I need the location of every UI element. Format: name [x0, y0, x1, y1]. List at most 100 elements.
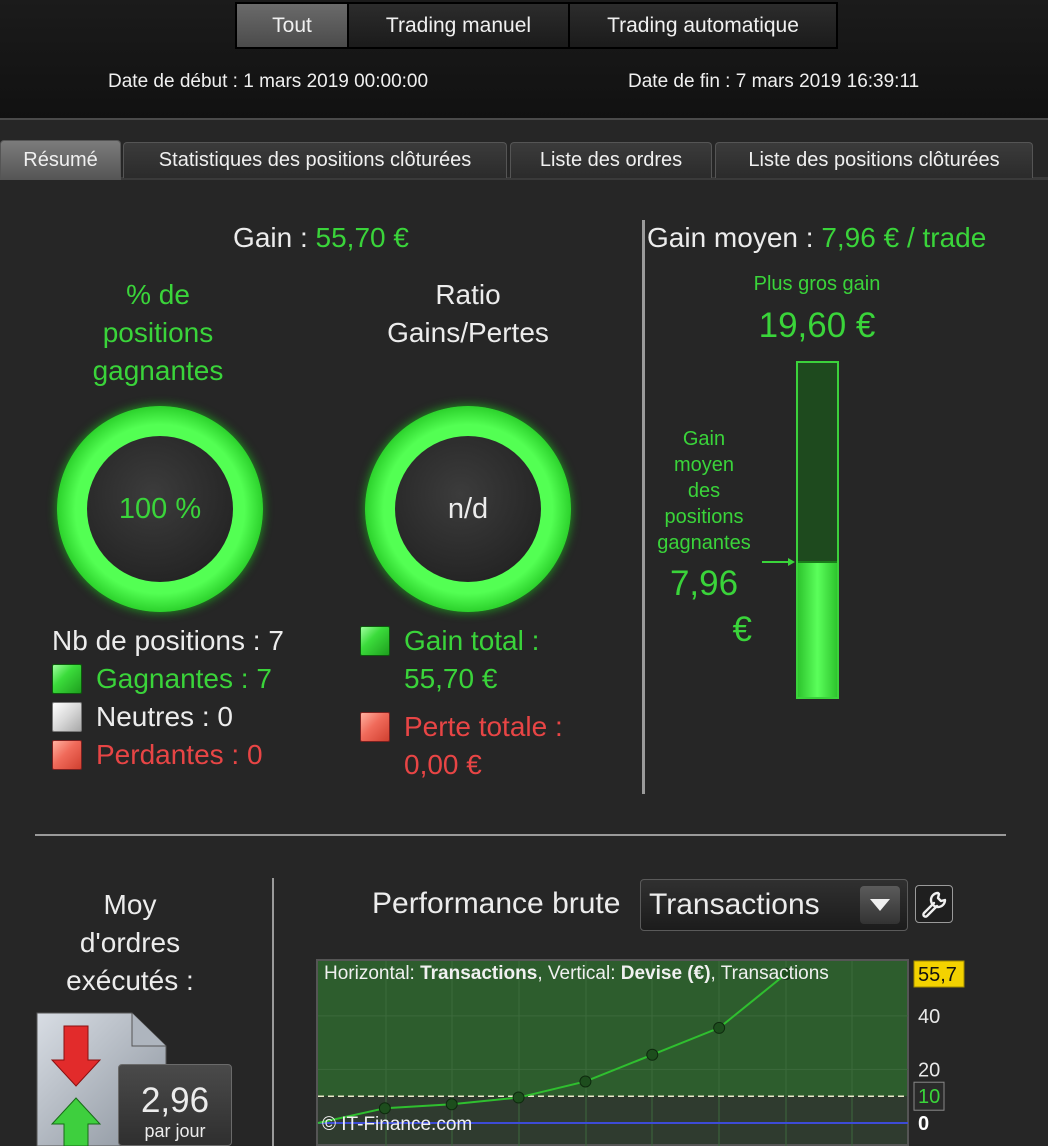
gain-label: Gain : — [233, 222, 308, 253]
chart-caption-part: Horizontal: — [324, 963, 420, 984]
performance-select-value: Transactions — [649, 888, 820, 921]
total-loss: Perte totale : 0,00 € — [404, 708, 563, 784]
chart-caption: Horizontal: Transactions, Vertical: Devi… — [324, 963, 829, 984]
mode-tabs: Tout Trading manuel Trading automatique — [235, 2, 838, 49]
orders-title-line: exécutés : — [66, 965, 194, 996]
winners-count: Gagnantes : 7 — [96, 663, 272, 694]
avg-gain-value: 7,96 € / trade — [821, 222, 987, 253]
orders-title: Moy d'ordres exécutés : — [40, 886, 220, 1000]
chart-point — [445, 1098, 458, 1111]
chart-caption-part: Devise (€) — [621, 963, 711, 984]
losers-icon — [52, 740, 82, 770]
chart-point — [579, 1075, 592, 1088]
chart-last-value-badge — [913, 960, 965, 988]
performance-select[interactable]: Transactions — [640, 879, 908, 931]
vertical-divider-bottom — [272, 878, 274, 1146]
chart-tick-label: 40 — [918, 1006, 940, 1028]
end-date-value: 7 mars 2019 16:39:11 — [735, 71, 920, 92]
tab-liste-positions[interactable]: Liste des positions clôturées — [715, 142, 1033, 178]
neutral-icon — [52, 702, 82, 732]
ratio-value: n/d — [395, 436, 541, 582]
end-date: Date de fin : 7 mars 2019 16:39:11 — [628, 71, 919, 93]
total-loss-icon — [360, 712, 390, 742]
start-date-value: 1 mars 2019 00:00:00 — [243, 71, 429, 92]
chart-area-below-average — [318, 1096, 908, 1144]
nb-positions: Nb de positions : 7 — [52, 625, 284, 656]
ratio-title-line: Gains/Pertes — [387, 317, 549, 348]
end-date-label: Date de fin : — [628, 71, 731, 92]
avg-win-value: 7,96 — [669, 564, 739, 603]
total-gain-label: Gain total : — [404, 625, 540, 656]
ratio-title-line: Ratio — [435, 279, 501, 310]
chart-caption-part: , Vertical: — [537, 963, 620, 984]
orders-per-day-box: 2,96 par jour — [118, 1064, 232, 1146]
gain-bar-fill — [798, 561, 837, 697]
horizontal-divider — [35, 834, 1006, 836]
chart-average-badge — [913, 1081, 945, 1111]
win-pct-title: % de positions gagnantes — [40, 276, 276, 390]
tab-trading-automatique[interactable]: Trading automatique — [570, 4, 836, 47]
performance-title: Performance brute — [372, 887, 621, 920]
total-loss-value: 0,00 € — [404, 749, 482, 780]
performance-chart: 40 20 0 55,7 10 Horizontal: Transactions, Ver… — [316, 959, 1048, 1146]
gain-bar — [796, 361, 839, 699]
top-bar: Tout Trading manuel Trading automatique … — [0, 0, 1048, 120]
max-gain-label: Plus gros gain — [753, 273, 881, 295]
chart-point — [378, 1102, 391, 1115]
total-loss-label: Perte totale : — [404, 711, 563, 742]
win-pct-value: 100 % — [87, 436, 233, 582]
ratio-title: Ratio Gains/Pertes — [350, 276, 586, 352]
chart-tick-label: 20 — [918, 1059, 940, 1081]
gain-header: Gain : 55,70 € — [0, 222, 642, 254]
orders-title-line: d'ordres — [79, 927, 181, 958]
tab-resume[interactable]: Résumé — [0, 140, 121, 180]
summary-tabs: Résumé Statistiques des positions clôtur… — [0, 140, 1048, 180]
chevron-down-icon[interactable] — [860, 886, 900, 924]
win-pct-title-line: gagnantes — [92, 355, 224, 386]
total-gain: Gain total : 55,70 € — [404, 622, 539, 698]
total-gain-icon — [360, 626, 390, 656]
tab-liste-ordres[interactable]: Liste des ordres — [510, 142, 712, 178]
tab-statistiques[interactable]: Statistiques des positions clôturées — [123, 142, 507, 178]
chart-series-line — [317, 973, 787, 1124]
avg-win-label-line: des — [687, 480, 721, 502]
avg-win-label: Gain moyen des positions gagnantes — [650, 426, 758, 556]
ratio-gauge: n/d — [365, 406, 571, 612]
avg-marker-arrow-icon — [762, 558, 795, 566]
tab-trading-manuel[interactable]: Trading manuel — [349, 4, 570, 47]
win-pct-gauge: 100 % — [57, 406, 263, 612]
win-pct-title-line: positions — [102, 317, 214, 348]
gain-value: 55,70 € — [315, 222, 409, 253]
chart-point — [713, 1021, 726, 1034]
orders-per-day-label: par jour — [144, 1121, 206, 1141]
chart-frame — [316, 959, 909, 1146]
avg-gain-label: Gain moyen : — [647, 222, 814, 253]
start-date: Date de début : 1 mars 2019 00:00:00 — [108, 71, 428, 93]
chart-caption-part: Transactions — [420, 963, 537, 984]
avg-win-label-line: positions — [664, 506, 744, 528]
chart-point — [780, 967, 792, 980]
win-pct-title-line: % de — [126, 279, 190, 310]
vertical-divider — [642, 220, 645, 794]
max-gain-value: 19,60 € — [758, 306, 876, 345]
chart-last-value-label: 55,7 — [918, 964, 957, 986]
start-date-label: Date de début : — [108, 71, 238, 92]
avg-win-label-line: moyen — [673, 454, 735, 476]
chart-area-above-average — [318, 961, 908, 1097]
avg-gain-header: Gain moyen : 7,96 € / trade — [647, 222, 1048, 254]
chart-average-label: 10 — [918, 1086, 940, 1108]
winners-icon — [52, 664, 82, 694]
neutral-count: Neutres : 0 — [96, 701, 233, 732]
avg-win-label-line: gagnantes — [657, 532, 751, 554]
avg-win-label-line: Gain — [682, 428, 726, 450]
tab-tout[interactable]: Tout — [237, 4, 349, 47]
total-gain-value: 55,70 € — [404, 663, 498, 694]
orders-title-line: Moy — [103, 889, 157, 920]
avg-win-currency: € — [732, 610, 752, 649]
chart-point — [512, 1091, 525, 1104]
chart-tick-label: 0 — [918, 1113, 929, 1135]
wrench-icon — [922, 891, 947, 918]
losers-count: Perdantes : 0 — [96, 739, 263, 770]
chart-copyright: © IT-Finance.com — [322, 1114, 472, 1135]
settings-button[interactable] — [915, 885, 953, 923]
